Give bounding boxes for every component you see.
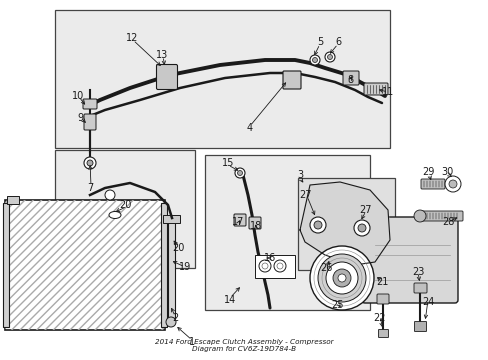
- Text: 20: 20: [171, 243, 184, 253]
- Text: 20: 20: [119, 200, 131, 210]
- Text: 18: 18: [249, 221, 262, 231]
- Bar: [7, 196, 19, 204]
- Text: 2: 2: [171, 313, 178, 323]
- Text: 15: 15: [222, 158, 234, 168]
- FancyBboxPatch shape: [413, 283, 426, 293]
- Circle shape: [413, 210, 425, 222]
- Bar: [254, 255, 294, 278]
- Text: 3: 3: [296, 170, 303, 180]
- Bar: [55, 150, 195, 268]
- Text: 28: 28: [441, 217, 453, 227]
- FancyBboxPatch shape: [84, 114, 96, 130]
- Circle shape: [337, 274, 346, 282]
- Circle shape: [317, 254, 365, 302]
- Circle shape: [84, 157, 96, 169]
- Circle shape: [357, 224, 365, 232]
- Text: 17: 17: [231, 217, 244, 227]
- Text: 25: 25: [331, 300, 344, 310]
- FancyBboxPatch shape: [342, 71, 358, 85]
- Polygon shape: [299, 182, 389, 265]
- FancyBboxPatch shape: [420, 211, 462, 221]
- Text: 10: 10: [72, 91, 84, 101]
- Ellipse shape: [109, 211, 121, 219]
- Bar: [204, 155, 369, 310]
- Circle shape: [262, 263, 267, 269]
- Text: 6: 6: [334, 37, 340, 47]
- Text: 16: 16: [264, 253, 276, 263]
- Circle shape: [332, 269, 350, 287]
- Circle shape: [309, 246, 373, 310]
- Text: 13: 13: [156, 50, 168, 60]
- Circle shape: [444, 176, 460, 192]
- Text: 12: 12: [125, 33, 138, 43]
- Circle shape: [312, 58, 317, 63]
- FancyBboxPatch shape: [234, 214, 245, 226]
- FancyBboxPatch shape: [361, 217, 457, 303]
- Circle shape: [325, 262, 357, 294]
- Circle shape: [235, 168, 244, 178]
- Text: 11: 11: [381, 87, 393, 97]
- FancyBboxPatch shape: [376, 294, 388, 304]
- Circle shape: [105, 190, 115, 200]
- FancyBboxPatch shape: [378, 329, 387, 338]
- Text: 5: 5: [316, 37, 323, 47]
- Circle shape: [325, 52, 334, 62]
- Circle shape: [259, 260, 270, 272]
- FancyBboxPatch shape: [83, 99, 97, 109]
- Text: 1: 1: [188, 337, 195, 347]
- Text: 9: 9: [77, 113, 83, 123]
- Bar: [161, 203, 167, 327]
- Circle shape: [276, 263, 283, 269]
- Bar: [168, 218, 175, 318]
- FancyBboxPatch shape: [420, 179, 444, 189]
- Circle shape: [273, 260, 285, 272]
- Circle shape: [237, 171, 242, 175]
- Bar: [5, 200, 164, 330]
- Bar: [5, 200, 164, 330]
- Text: 4: 4: [246, 123, 253, 133]
- Text: 7: 7: [87, 183, 93, 193]
- Bar: [297, 178, 394, 270]
- Bar: [163, 215, 180, 223]
- Text: 14: 14: [224, 295, 236, 305]
- Circle shape: [165, 317, 176, 327]
- Circle shape: [327, 54, 332, 59]
- FancyBboxPatch shape: [283, 71, 301, 89]
- Text: 21: 21: [375, 277, 387, 287]
- Bar: [3, 203, 9, 327]
- Circle shape: [353, 220, 369, 236]
- Circle shape: [313, 221, 321, 229]
- Circle shape: [309, 217, 325, 233]
- FancyBboxPatch shape: [248, 217, 261, 229]
- Text: 24: 24: [421, 297, 433, 307]
- Text: 27: 27: [358, 205, 370, 215]
- Text: 26: 26: [319, 263, 331, 273]
- Text: 23: 23: [411, 267, 423, 277]
- Bar: [55, 10, 389, 148]
- Text: 29: 29: [421, 167, 433, 177]
- Text: 19: 19: [179, 262, 191, 272]
- Circle shape: [87, 160, 93, 166]
- Text: 30: 30: [440, 167, 452, 177]
- FancyBboxPatch shape: [156, 64, 177, 90]
- Text: 27: 27: [299, 190, 312, 200]
- Circle shape: [309, 55, 319, 65]
- Text: 22: 22: [373, 313, 386, 323]
- FancyBboxPatch shape: [363, 83, 387, 95]
- Text: 2014 Ford Escape Clutch Assembly - Compressor
Diagram for CV6Z-19D784-B: 2014 Ford Escape Clutch Assembly - Compr…: [154, 339, 333, 352]
- Text: 8: 8: [346, 75, 352, 85]
- Circle shape: [448, 180, 456, 188]
- FancyBboxPatch shape: [414, 321, 426, 332]
